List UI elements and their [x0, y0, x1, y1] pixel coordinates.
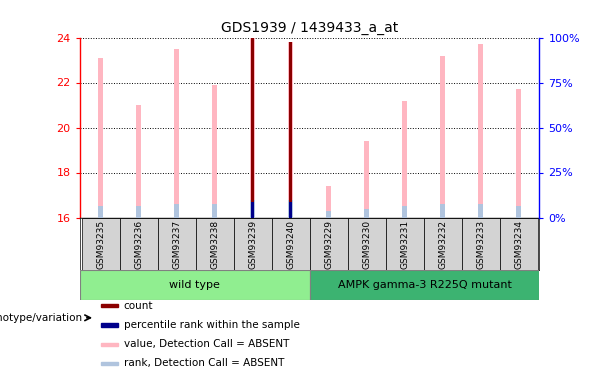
Bar: [402, 100, 407, 218]
Bar: [288, 42, 293, 218]
Bar: [251, 38, 254, 218]
Text: AMPK gamma-3 R225Q mutant: AMPK gamma-3 R225Q mutant: [338, 280, 511, 290]
Bar: [310, 217, 348, 270]
Bar: [250, 38, 255, 218]
Bar: [424, 217, 462, 270]
Bar: [272, 217, 310, 270]
Text: GSM93235: GSM93235: [96, 220, 105, 269]
Bar: [136, 206, 141, 218]
Bar: [478, 44, 483, 218]
Bar: [364, 209, 369, 218]
Text: GSM93233: GSM93233: [476, 220, 485, 269]
Text: GSM93232: GSM93232: [438, 220, 447, 269]
Text: count: count: [124, 301, 153, 311]
Bar: [326, 211, 331, 218]
Text: GSM93237: GSM93237: [172, 220, 181, 269]
Bar: [462, 217, 500, 270]
Text: GSM93238: GSM93238: [210, 220, 219, 269]
Text: GSM93240: GSM93240: [286, 220, 295, 269]
Bar: [310, 270, 539, 300]
Text: genotype/variation: genotype/variation: [0, 313, 83, 323]
Text: percentile rank within the sample: percentile rank within the sample: [124, 320, 300, 330]
Bar: [174, 204, 179, 218]
Bar: [516, 206, 521, 218]
Text: GSM93231: GSM93231: [400, 220, 409, 269]
Bar: [326, 186, 331, 218]
Bar: [516, 89, 521, 218]
Text: GSM93230: GSM93230: [362, 220, 371, 269]
Bar: [250, 200, 255, 217]
Bar: [478, 204, 483, 218]
Text: rank, Detection Call = ABSENT: rank, Detection Call = ABSENT: [124, 358, 284, 368]
Title: GDS1939 / 1439433_a_at: GDS1939 / 1439433_a_at: [221, 21, 398, 35]
Text: GSM93236: GSM93236: [134, 220, 143, 269]
Bar: [440, 56, 445, 217]
Bar: [80, 270, 310, 300]
Bar: [101, 362, 118, 365]
Bar: [364, 141, 369, 218]
Bar: [289, 202, 292, 217]
Text: value, Detection Call = ABSENT: value, Detection Call = ABSENT: [124, 339, 289, 349]
Bar: [120, 217, 158, 270]
Bar: [196, 217, 234, 270]
Text: GSM93234: GSM93234: [514, 220, 523, 269]
Bar: [212, 204, 217, 218]
Bar: [348, 217, 386, 270]
Bar: [234, 217, 272, 270]
Bar: [288, 200, 293, 217]
Text: GSM93239: GSM93239: [248, 220, 257, 269]
Bar: [289, 42, 292, 218]
Bar: [386, 217, 424, 270]
Bar: [158, 217, 196, 270]
Bar: [440, 204, 445, 218]
Bar: [82, 217, 120, 270]
Bar: [402, 206, 407, 218]
Bar: [101, 343, 118, 346]
Bar: [136, 105, 141, 218]
Bar: [98, 58, 103, 217]
Bar: [101, 304, 118, 307]
Bar: [212, 85, 217, 218]
Bar: [174, 49, 179, 217]
Text: wild type: wild type: [169, 280, 220, 290]
Bar: [101, 323, 118, 327]
Bar: [500, 217, 538, 270]
Bar: [98, 206, 103, 218]
Bar: [251, 202, 254, 217]
Text: GSM93229: GSM93229: [324, 220, 333, 269]
